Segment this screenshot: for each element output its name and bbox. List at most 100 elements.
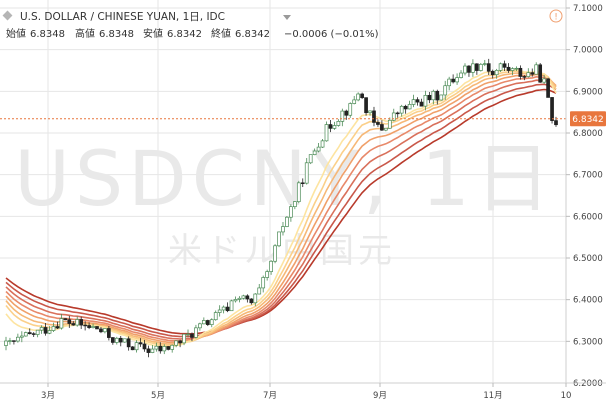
candle-body [4, 340, 8, 346]
candle-body [95, 326, 99, 330]
candle-body [292, 201, 297, 208]
candle-body [51, 326, 56, 331]
candle-body [328, 124, 333, 129]
open-label: 始値 [6, 27, 26, 40]
candle-body [427, 94, 432, 101]
candle-body [352, 99, 357, 104]
candle-body [213, 312, 218, 321]
candle-body [245, 295, 250, 300]
candle-body [269, 260, 273, 272]
candle-body [360, 93, 364, 99]
candle-body [518, 67, 523, 77]
collapse-icon[interactable] [2, 10, 13, 21]
candle-body [455, 77, 459, 83]
alert-icon[interactable]: ! [549, 9, 563, 23]
candle-body [158, 345, 163, 352]
candle-body [103, 328, 107, 333]
candle-body [356, 93, 361, 101]
ma-ribbon-line [5, 73, 557, 344]
candle-body [198, 323, 202, 329]
candle-body [336, 121, 341, 126]
time-axis-label: 11月 [483, 391, 502, 401]
candle-body [439, 94, 444, 101]
ma-ribbon-line [5, 75, 557, 342]
low-value: 6.8342 [167, 29, 202, 40]
candle-body [308, 154, 313, 164]
candle-body [550, 97, 554, 121]
candle-body [182, 333, 186, 344]
candle-body [502, 63, 507, 68]
ma-ribbon [5, 68, 557, 348]
candle-body [376, 122, 380, 125]
price-tag [570, 111, 606, 127]
candle-body [75, 319, 80, 326]
dropdown-caret-icon[interactable] [283, 15, 291, 20]
candle-body [118, 337, 123, 343]
candle-body [55, 326, 60, 329]
candle-body [8, 340, 12, 342]
candle-body [486, 63, 491, 72]
change-value: −0.0006 (−0.01%) [284, 29, 379, 40]
open-value: 6.8348 [30, 29, 65, 40]
candle-body [411, 99, 416, 105]
candle-body [289, 206, 293, 218]
candle-body [59, 318, 64, 329]
candle-body [435, 90, 440, 101]
candle-body [114, 337, 119, 343]
candle-body [554, 120, 558, 126]
candle-body [154, 345, 159, 350]
time-axis-label: 3月 [41, 391, 55, 401]
symbol-title[interactable]: U.S. DOLLAR / CHINESE YUAN, 1日, IDC [20, 11, 225, 23]
candle-body [273, 245, 277, 262]
price-axis[interactable]: 7.1000 7.0000 6.9000 6.8000 6.7000 6.6000 6.50… [566, 4, 603, 389]
price-axis-label: 6.6000 [573, 212, 603, 222]
candle-body [209, 319, 214, 325]
candle-body [522, 76, 527, 78]
candle-body [407, 104, 412, 110]
candle-body [384, 127, 388, 131]
time-axis-label: 5月 [151, 391, 165, 401]
ma-ribbon-line [5, 79, 557, 340]
candle-body [546, 78, 550, 98]
candle-body [467, 65, 471, 73]
candle-body [87, 325, 91, 328]
candle-body [150, 348, 155, 353]
candle-body [526, 72, 531, 77]
candle-body [122, 338, 127, 343]
candle-body [130, 346, 135, 351]
candle-body [16, 336, 20, 342]
candle-body [47, 330, 52, 334]
candle-body [138, 342, 143, 345]
candle-body [316, 146, 321, 152]
candle-body [217, 309, 222, 313]
chart-header: U.S. DOLLAR / CHINESE YUAN, 1日, IDC 始値 6… [2, 10, 379, 40]
candle-body [79, 319, 84, 326]
candle-body [471, 63, 475, 73]
price-axis-label: 6.9000 [573, 87, 603, 97]
candle-body [186, 333, 190, 336]
candle-body [320, 140, 325, 148]
candle-body [391, 112, 396, 121]
close-value: 6.8342 [235, 29, 270, 40]
candle-body [190, 333, 194, 338]
candle-body [447, 78, 452, 87]
candle-body [237, 297, 242, 300]
candle-body [146, 348, 151, 353]
candle-body [364, 97, 368, 114]
watermark-symbol: USDCNY, 1日 [14, 134, 555, 223]
time-axis[interactable]: 3月 5月 7月 9月 11月 10 [41, 383, 571, 401]
price-axis-label: 7.0000 [573, 46, 603, 56]
candle-body [126, 338, 131, 348]
candle-body [170, 344, 175, 350]
alert-glyph: ! [554, 13, 558, 23]
low-label: 安値 [143, 27, 163, 40]
candle-body [71, 323, 76, 326]
candle-body [478, 63, 483, 71]
candle-body [459, 72, 463, 78]
candle-body [23, 332, 28, 337]
candle-body [542, 78, 546, 83]
candle-body [221, 306, 226, 311]
